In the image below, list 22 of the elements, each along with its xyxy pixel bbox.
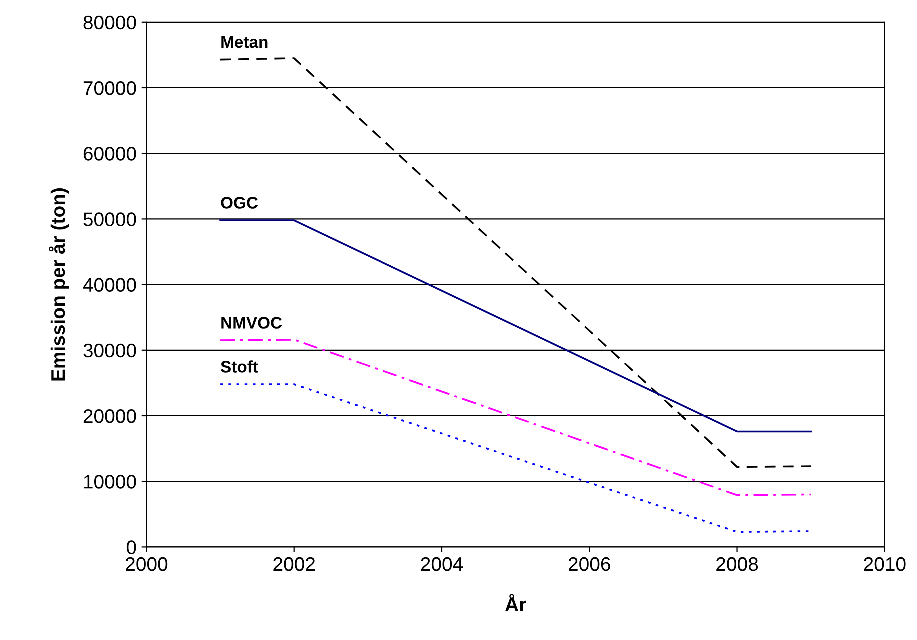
series-label: OGC [221, 197, 258, 209]
series-label: NMVOC [222, 317, 282, 329]
x-tick-label: 2010 [864, 557, 906, 572]
y-tick-label: 70000 [84, 81, 136, 96]
y-tick-label: 30000 [84, 344, 136, 358]
series-label: Stoft [221, 360, 258, 373]
y-tick-label: 40000 [83, 278, 136, 292]
y-tick-label: 80000 [84, 16, 136, 30]
y-tick-label: 10000 [84, 475, 136, 489]
y-tick-label: 60000 [84, 147, 136, 161]
x-tick-label: 2002 [274, 557, 316, 572]
x-tick-label: 2006 [568, 557, 610, 572]
x-tick-label: 2004 [421, 557, 464, 572]
x-tick-label: 2008 [716, 557, 758, 572]
y-tick-label: 20000 [84, 409, 136, 424]
x-axis-title: År [505, 594, 526, 612]
y-tick-label: 0 [126, 540, 136, 554]
y-tick-label: 50000 [84, 212, 136, 226]
series-label: Metan [222, 36, 268, 48]
line-series [220, 339, 812, 496]
x-tick-label: 2000 [126, 557, 168, 572]
y-axis-title: Emission per år (ton) [49, 188, 70, 381]
